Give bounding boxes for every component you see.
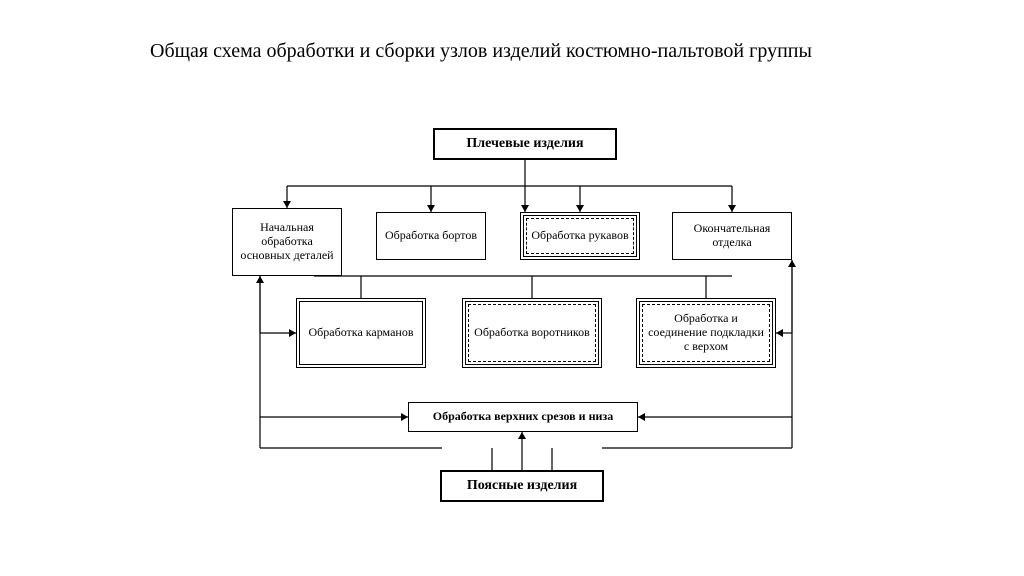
node-n3: Обработка рукавов (520, 212, 640, 260)
node-label: Обработка верхних срезов и низа (433, 410, 613, 424)
node-n7: Обработка и соединение подкладки с верхо… (636, 298, 776, 368)
node-label: Обработка бортов (385, 229, 477, 243)
node-label: Начальная обработка основных деталей (239, 221, 335, 262)
node-label: Поясные изделия (467, 478, 577, 494)
node-n2: Обработка бортов (376, 212, 486, 260)
node-n5: Обработка карманов (296, 298, 426, 368)
node-label: Обработка карманов (309, 326, 414, 340)
node-label: Обработка воротников (474, 326, 590, 340)
node-label: Обработка и соединение подкладки с верхо… (646, 312, 766, 353)
node-n6: Обработка воротников (462, 298, 602, 368)
diagram-title: Общая схема обработки и сборки узлов изд… (150, 40, 812, 63)
flowchart-canvas: Общая схема обработки и сборки узлов изд… (0, 0, 1024, 576)
node-label: Плечевые изделия (466, 136, 583, 152)
node-top: Плечевые изделия (435, 130, 615, 158)
node-n8: Обработка верхних срезов и низа (408, 402, 638, 432)
node-n4: Окончательная отделка (672, 212, 792, 260)
node-label: Окончательная отделка (679, 222, 785, 250)
node-label: Обработка рукавов (531, 229, 628, 243)
node-bottom: Поясные изделия (442, 472, 602, 500)
node-n1: Начальная обработка основных деталей (232, 208, 342, 276)
